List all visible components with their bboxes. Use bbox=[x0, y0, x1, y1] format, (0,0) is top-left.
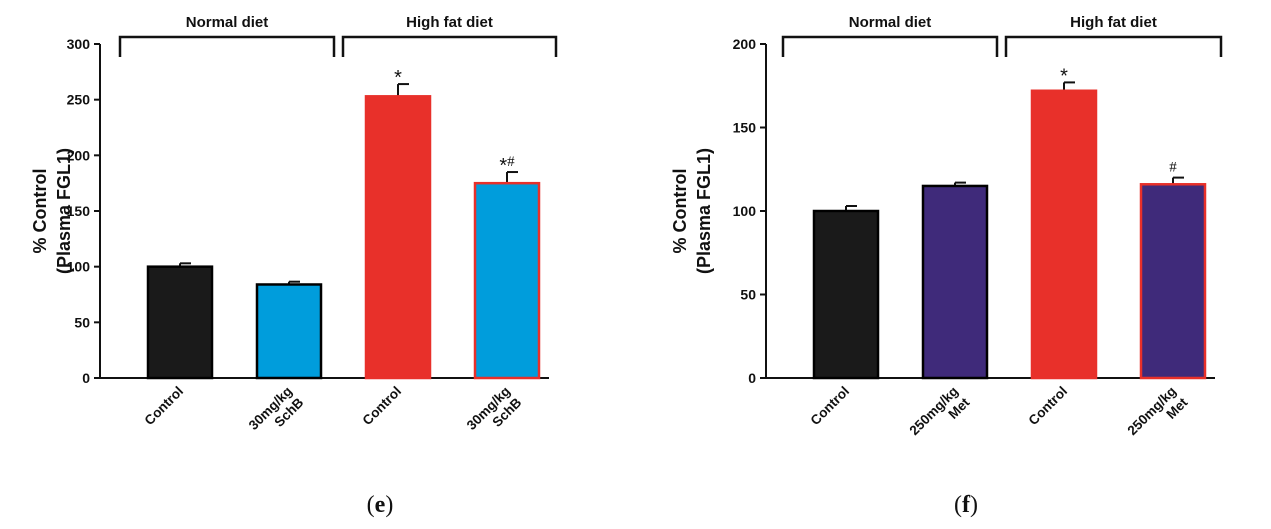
group-label: Normal diet bbox=[186, 14, 269, 31]
bar bbox=[921, 184, 989, 380]
y-tick-label: 100 bbox=[67, 259, 91, 275]
group-bracket: Normal diet bbox=[118, 14, 336, 57]
x-tick-label-line1: Control bbox=[808, 384, 853, 429]
significance-marker: *# bbox=[499, 154, 515, 177]
y-tick-label: 0 bbox=[748, 370, 756, 386]
bar bbox=[473, 181, 541, 380]
group-bracket-line bbox=[1004, 35, 1223, 57]
chart-panel-e: 0 50 100 150 200 250 300 % Control (Plasma FGL1)… bbox=[30, 14, 558, 518]
bar bbox=[1139, 183, 1207, 380]
x-tick-label-line1: Control bbox=[1026, 384, 1071, 429]
group-bracket: High fat diet bbox=[341, 14, 558, 57]
y-tick-label: 200 bbox=[733, 36, 757, 52]
bar bbox=[1030, 89, 1098, 380]
y-axis-label-line1: % Control bbox=[30, 169, 50, 254]
bar bbox=[146, 265, 214, 380]
y-axis-label: % Control (Plasma FGL1) bbox=[30, 148, 74, 274]
group-label: High fat diet bbox=[406, 14, 493, 31]
bar bbox=[812, 209, 880, 380]
y-tick-label: 0 bbox=[82, 370, 90, 386]
panel-label: (e) bbox=[367, 492, 394, 518]
y-tick-label: 100 bbox=[733, 203, 757, 219]
bar bbox=[255, 283, 323, 380]
y-tick-label: 50 bbox=[740, 287, 756, 303]
significance-marker: # bbox=[1169, 160, 1177, 176]
group-bracket: High fat diet bbox=[1004, 14, 1223, 57]
y-tick-label: 150 bbox=[67, 203, 91, 219]
chart-panel-f: 0 50 100 150 200 % Control (Plasma FGL1) Contro… bbox=[670, 14, 1223, 518]
x-tick-label: Control bbox=[360, 384, 405, 429]
x-tick-label: Control bbox=[808, 384, 853, 429]
group-bracket-line bbox=[781, 35, 999, 57]
y-axis-label-line2: (Plasma FGL1) bbox=[54, 148, 74, 274]
significance-marker: * bbox=[1060, 65, 1068, 87]
x-tick-label: Control bbox=[1026, 384, 1071, 429]
group-label: Normal diet bbox=[849, 14, 932, 31]
significance-marker: * bbox=[394, 67, 402, 89]
y-tick-label: 50 bbox=[74, 314, 90, 330]
panel-label: (f) bbox=[954, 492, 978, 518]
y-tick-label: 200 bbox=[67, 147, 91, 163]
x-tick-label-line1: Control bbox=[142, 384, 187, 429]
group-bracket: Normal diet bbox=[781, 14, 999, 57]
y-axis-label-line1: % Control bbox=[670, 169, 690, 254]
x-tick-label-line1: Control bbox=[360, 384, 405, 429]
y-axis-label-line2: (Plasma FGL1) bbox=[694, 148, 714, 274]
y-axis-label: % Control (Plasma FGL1) bbox=[670, 148, 714, 274]
x-tick-label: Control bbox=[142, 384, 187, 429]
group-label: High fat diet bbox=[1070, 14, 1157, 31]
y-tick-label: 250 bbox=[67, 92, 91, 108]
group-bracket-line bbox=[341, 35, 558, 57]
y-tick-label: 150 bbox=[733, 120, 757, 136]
group-bracket-line bbox=[118, 35, 336, 57]
y-tick-label: 300 bbox=[67, 36, 91, 52]
bar bbox=[364, 95, 432, 380]
